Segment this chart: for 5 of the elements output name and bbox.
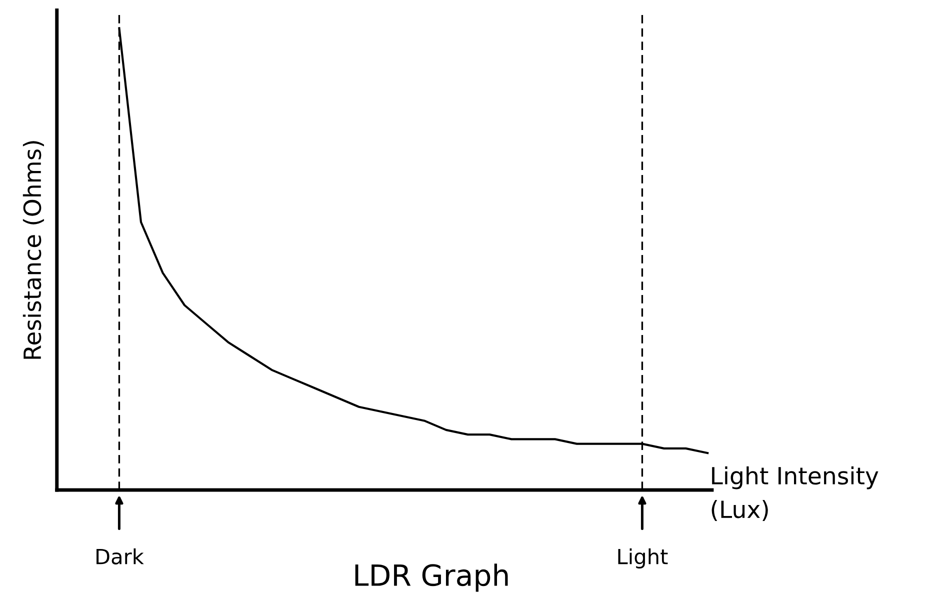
x-tick-label: Light <box>618 548 668 568</box>
text: LDR Graph <box>355 564 508 592</box>
x-axis-title: Light Intensity (Lux) <box>712 466 878 522</box>
y-axis-title: Resistance (Ohms) <box>22 141 44 359</box>
x-tick-label: Dark <box>96 548 144 564</box>
